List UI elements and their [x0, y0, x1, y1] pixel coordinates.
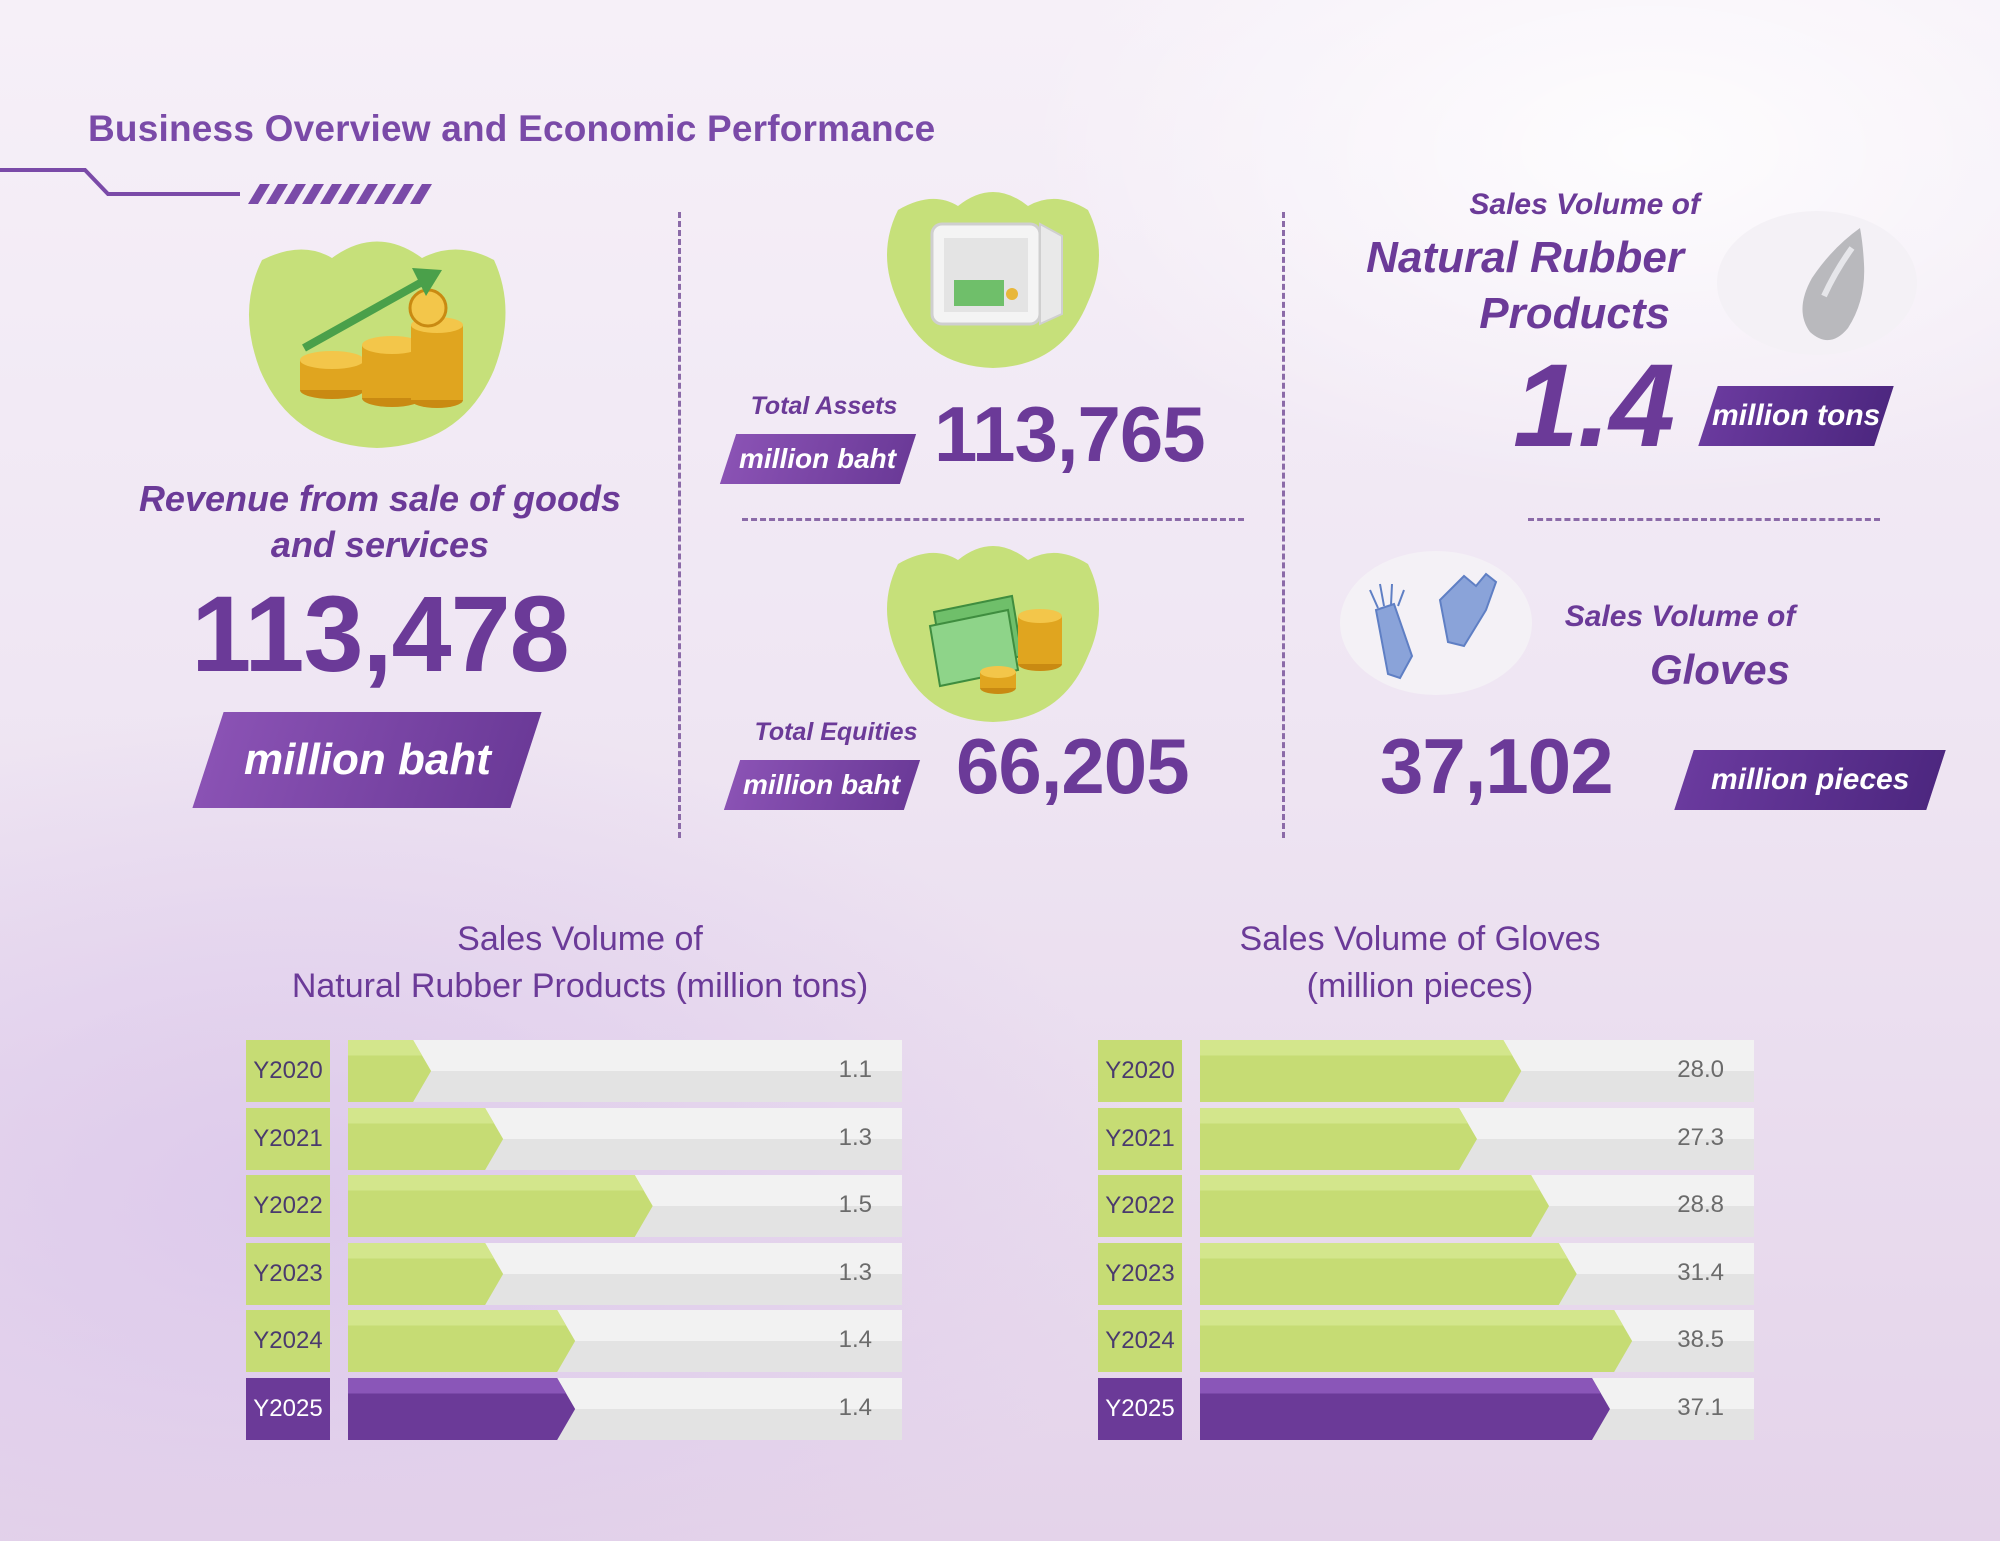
- row-label-y2020: Y2020: [246, 1040, 330, 1102]
- bar-highlight: [348, 1310, 567, 1326]
- bar-y2020: [348, 1040, 432, 1102]
- bar-highlight: [1200, 1040, 1513, 1056]
- value-label-y2022: 28.8: [1677, 1191, 1724, 1218]
- divider-right-h: [1528, 518, 1880, 521]
- rubber-sales-unit: million tons: [1711, 399, 1881, 432]
- total-equities-unit-tag: million baht: [723, 760, 921, 810]
- revenue-unit-tag: million baht: [192, 712, 542, 808]
- rubber-name-line2: Products: [1479, 289, 1670, 338]
- value-label-y2021: 27.3: [1677, 1123, 1724, 1151]
- title-decoration: [0, 168, 432, 204]
- row-label-y2021: Y2021: [1098, 1107, 1182, 1170]
- row-label-y2024: Y2024: [1098, 1310, 1182, 1372]
- revenue-value: 113,478: [191, 573, 569, 694]
- rubber-chart-title: Sales Volume of Natural Rubber Products …: [240, 916, 920, 1010]
- value-label-y2025: 1.4: [838, 1393, 872, 1421]
- glove-chart-title-line2: (million pieces): [1306, 967, 1534, 1005]
- bar-y2020: [1200, 1040, 1522, 1102]
- total-assets-value: 113,765: [934, 390, 1206, 478]
- value-label-y2024: 38.5: [1677, 1326, 1724, 1353]
- row-label-y2024: Y2024: [246, 1310, 330, 1372]
- value-label-y2024: 1.4: [838, 1326, 872, 1353]
- glove-sales-chart: Y2020 28.0 Y2021 27.3 Y2022 28.8 Y2023 31.4 Y202…: [1098, 1040, 1754, 1440]
- bar-y2023: [348, 1242, 504, 1305]
- rubber-chart-title-line1: Sales Volume of: [457, 920, 703, 958]
- value-label-y2021: 1.3: [838, 1123, 872, 1151]
- bar-highlight: [1200, 1242, 1568, 1258]
- glove-sales-value: 37,102: [1380, 722, 1614, 810]
- rubber-chart-title-line2: Natural Rubber Products (million tons): [291, 967, 869, 1005]
- gloves-icon: [1340, 551, 1532, 695]
- page-title: Business Overview and Economic Performan…: [88, 108, 936, 149]
- row-label-y2023: Y2023: [1098, 1242, 1182, 1305]
- bar-highlight: [1200, 1107, 1468, 1123]
- total-equities-value: 66,205: [956, 722, 1190, 810]
- row-label-y2021: Y2021: [246, 1107, 330, 1170]
- bar-y2022: [348, 1175, 653, 1237]
- bar-highlight: [348, 1175, 644, 1191]
- row-label-y2025: Y2025: [1098, 1377, 1182, 1440]
- row-label-y2022: Y2022: [1098, 1175, 1182, 1237]
- glove-chart-title-line1: Sales Volume of Gloves: [1239, 920, 1601, 958]
- total-equities-label: Total Equities: [754, 718, 918, 746]
- bar-y2024: [348, 1310, 576, 1372]
- bar-y2025: [1200, 1377, 1610, 1440]
- row-label-y2025: Y2025: [246, 1377, 330, 1440]
- bar-highlight: [348, 1040, 423, 1056]
- bar-track: [348, 1040, 902, 1102]
- glove-sales-unit-tag: million pieces: [1674, 750, 1946, 810]
- row-label-y2022: Y2022: [246, 1175, 330, 1237]
- glove-sales-unit: million pieces: [1710, 763, 1910, 796]
- rubber-name-line1: Natural Rubber: [1366, 233, 1684, 282]
- value-label-y2020: 28.0: [1677, 1056, 1724, 1083]
- safe-icon: [887, 192, 1099, 368]
- rubber-sales-prefix: Sales Volume of: [1469, 188, 1700, 221]
- total-assets-unit: million baht: [739, 443, 897, 474]
- bar-y2024: [1200, 1310, 1633, 1372]
- total-assets-unit-tag: million baht: [719, 434, 917, 484]
- revenue-label-line1: Revenue from sale of goods: [138, 478, 622, 519]
- value-label-y2023: 1.3: [838, 1258, 872, 1286]
- rubber-sales-chart: Y2020 1.1 Y2021 1.3 Y2022 1.5 Y2023 1.3 Y2024 1.4…: [246, 1040, 902, 1440]
- glove-sales-prefix: Sales Volume of: [1564, 600, 1796, 633]
- bar-y2022: [1200, 1175, 1550, 1237]
- glove-chart-title: Sales Volume of Gloves (million pieces): [1090, 916, 1750, 1010]
- divider-left: [678, 212, 681, 838]
- bar-highlight: [348, 1377, 567, 1393]
- value-label-y2022: 1.5: [838, 1191, 872, 1218]
- value-label-y2025: 37.1: [1677, 1393, 1724, 1421]
- divider-middle: [742, 518, 1244, 521]
- glove-sales-name: Gloves: [1649, 646, 1791, 693]
- value-label-y2020: 1.1: [838, 1056, 872, 1083]
- bar-y2023: [1200, 1242, 1577, 1305]
- rubber-sales-unit-tag: million tons: [1698, 386, 1894, 446]
- total-equities-unit: million baht: [743, 769, 901, 800]
- bar-highlight: [348, 1242, 495, 1258]
- latex-drop-icon: [1717, 211, 1917, 355]
- row-label-y2020: Y2020: [1098, 1040, 1182, 1102]
- cash-coins-icon: [887, 546, 1099, 722]
- rubber-sales-value: 1.4: [1512, 340, 1675, 472]
- bar-highlight: [348, 1107, 495, 1123]
- value-label-y2023: 31.4: [1677, 1258, 1724, 1286]
- coins-growth-icon: [248, 241, 506, 448]
- bar-y2021: [348, 1107, 504, 1170]
- revenue-unit: million baht: [243, 735, 491, 784]
- bar-highlight: [1200, 1377, 1601, 1393]
- row-label-y2023: Y2023: [246, 1242, 330, 1305]
- bar-y2025: [348, 1377, 576, 1440]
- bar-highlight: [1200, 1175, 1541, 1191]
- bar-highlight: [1200, 1310, 1624, 1326]
- bar-y2021: [1200, 1107, 1477, 1170]
- total-assets-label: Total Assets: [750, 392, 898, 420]
- revenue-label-line2: and services: [270, 524, 490, 565]
- divider-right: [1282, 212, 1285, 838]
